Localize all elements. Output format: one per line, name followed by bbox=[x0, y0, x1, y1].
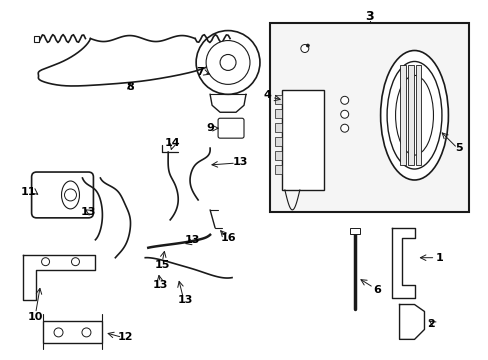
Bar bbox=[269, 23, 468, 212]
Bar bbox=[399, 66, 405, 165]
FancyBboxPatch shape bbox=[218, 118, 244, 138]
Circle shape bbox=[205, 41, 249, 84]
Text: 14: 14 bbox=[164, 138, 180, 148]
Bar bbox=[34, 36, 39, 41]
Circle shape bbox=[340, 96, 348, 104]
Text: 8: 8 bbox=[126, 82, 134, 93]
Circle shape bbox=[82, 328, 91, 337]
Bar bbox=[42, 321, 102, 343]
Bar bbox=[274, 123, 281, 132]
Bar bbox=[274, 109, 281, 118]
Circle shape bbox=[300, 45, 308, 53]
Ellipse shape bbox=[380, 50, 447, 180]
Ellipse shape bbox=[61, 181, 80, 209]
Circle shape bbox=[64, 189, 76, 201]
Bar bbox=[274, 95, 281, 104]
Circle shape bbox=[340, 110, 348, 118]
Ellipse shape bbox=[395, 75, 432, 155]
Text: 13: 13 bbox=[177, 294, 192, 305]
Bar bbox=[274, 165, 281, 174]
Circle shape bbox=[71, 258, 80, 266]
Text: 1: 1 bbox=[435, 253, 443, 263]
Text: 12: 12 bbox=[117, 332, 133, 342]
Circle shape bbox=[41, 258, 49, 266]
Text: 5: 5 bbox=[455, 143, 462, 153]
Circle shape bbox=[340, 124, 348, 132]
Text: 6: 6 bbox=[373, 284, 381, 294]
FancyBboxPatch shape bbox=[32, 172, 93, 218]
Text: 9: 9 bbox=[206, 123, 214, 133]
Text: 2: 2 bbox=[427, 319, 434, 329]
Text: 11: 11 bbox=[21, 187, 36, 197]
Text: 13: 13 bbox=[152, 280, 167, 289]
Text: 7: 7 bbox=[196, 67, 203, 77]
Bar bbox=[415, 66, 421, 165]
Text: 10: 10 bbox=[28, 312, 43, 323]
Bar bbox=[407, 66, 413, 165]
Text: 16: 16 bbox=[220, 233, 235, 243]
Text: 4: 4 bbox=[264, 90, 271, 100]
Ellipse shape bbox=[386, 62, 441, 169]
Bar bbox=[281, 90, 323, 190]
Circle shape bbox=[196, 31, 260, 94]
Text: 3: 3 bbox=[365, 10, 373, 23]
Text: 15: 15 bbox=[154, 260, 169, 270]
Circle shape bbox=[305, 44, 309, 47]
Text: 13: 13 bbox=[81, 207, 96, 217]
Text: 13: 13 bbox=[232, 157, 247, 167]
Text: 13: 13 bbox=[184, 235, 200, 245]
Circle shape bbox=[54, 328, 63, 337]
Bar bbox=[349, 228, 359, 234]
Bar bbox=[274, 137, 281, 146]
Circle shape bbox=[220, 54, 236, 71]
Bar bbox=[274, 151, 281, 160]
